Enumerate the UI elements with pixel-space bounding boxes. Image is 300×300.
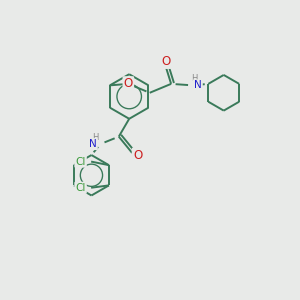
- Text: Cl: Cl: [75, 157, 86, 166]
- Text: H: H: [191, 74, 197, 83]
- Text: N: N: [89, 139, 97, 149]
- Text: Cl: Cl: [75, 183, 86, 193]
- Text: N: N: [194, 80, 202, 90]
- Text: O: O: [133, 149, 142, 162]
- Text: H: H: [92, 133, 98, 142]
- Text: O: O: [161, 55, 170, 68]
- Text: O: O: [124, 77, 133, 90]
